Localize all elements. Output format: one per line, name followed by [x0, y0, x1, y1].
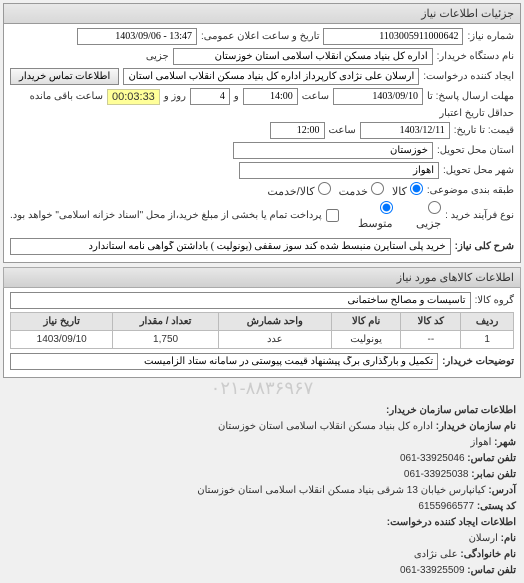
requester-input[interactable]: [123, 68, 419, 85]
day-label: روز و: [164, 91, 186, 102]
remain-days-input: [190, 88, 230, 105]
province-label: استان محل تحویل:: [437, 145, 514, 156]
deadline-send-label: مهلت ارسال پاسخ: تا: [427, 91, 514, 102]
announce-dt-label: تاریخ و ساعت اعلان عمومی:: [201, 31, 320, 42]
goods-group-label: گروه کالا:: [475, 295, 514, 306]
device-name-label: نام دستگاه خریدار:: [437, 51, 514, 62]
requester-label: ایجاد کننده درخواست:: [423, 71, 514, 82]
price-to-time-input[interactable]: [270, 122, 325, 139]
contact-org-title: اطلاعات تماس سازمان خریدار:: [386, 405, 516, 416]
request-no-input[interactable]: [323, 28, 463, 45]
need-desc-label: شرح کلی نیاز:: [455, 241, 514, 252]
table-header: ردیف: [461, 313, 514, 331]
table-row[interactable]: 1--یونولیتعدد1,7501403/09/10: [11, 331, 514, 349]
radio-kala[interactable]: کالا: [392, 182, 423, 198]
deadline-time-input[interactable]: [243, 88, 298, 105]
request-no-label: شماره نیاز:: [467, 31, 514, 42]
radio-khadamat[interactable]: خدمت: [339, 182, 384, 198]
need-desc-input[interactable]: [10, 238, 451, 255]
and-label: و: [234, 91, 239, 102]
goods-group-input[interactable]: [10, 292, 471, 309]
contact-req-title: اطلاعات ایجاد کننده درخواست:: [387, 517, 516, 528]
time-label-2: ساعت: [329, 125, 356, 136]
buytype-label: نوع فرآیند خرید :: [445, 210, 514, 221]
device-name-input[interactable]: [173, 48, 433, 65]
timer-tail: ساعت باقی مانده: [30, 91, 103, 102]
table-header: واحد شمارش: [218, 313, 331, 331]
table-header: کد کالا: [401, 313, 461, 331]
explain-input[interactable]: [10, 353, 438, 370]
watermark: ۰۲۱-۸۸۳۶۹۶۷: [0, 378, 524, 399]
goods-table: ردیفکد کالانام کالاواحد شمارشتعداد / مقد…: [10, 312, 514, 349]
city-input[interactable]: [239, 162, 439, 179]
packing-label: طبقه بندی موضوعی:: [427, 185, 514, 196]
goods-section-title: اطلاعات کالاهای مورد نیاز: [3, 267, 521, 288]
explain-label: توضیحات خریدار:: [442, 356, 514, 367]
price-to-date-input[interactable]: [360, 122, 450, 139]
radio-kalakhadamat[interactable]: کالا/خدمت: [267, 182, 330, 198]
table-header: تعداد / مقدار: [113, 313, 218, 331]
min-valid-label: حداقل تاریخ اعتبار: [439, 108, 514, 119]
province-input[interactable]: [233, 142, 433, 159]
payment-checkbox[interactable]: [326, 209, 339, 222]
city-label: شهر محل تحویل:: [443, 165, 514, 176]
price-to-label: قیمت: تا تاریخ:: [454, 125, 514, 136]
time-label-1: ساعت: [302, 91, 329, 102]
table-header: تاریخ نیاز: [11, 313, 113, 331]
contact-buyer-button[interactable]: اطلاعات تماس خریدار: [10, 68, 119, 85]
radio-jozi[interactable]: جزیی: [401, 201, 442, 230]
payment-note: پرداخت تمام یا بخشی از مبلغ خرید،از محل …: [10, 210, 322, 221]
main-header: جزئیات اطلاعات نیاز: [4, 4, 520, 24]
radio-motavaset[interactable]: متوسط: [343, 201, 393, 230]
deadline-date-input[interactable]: [333, 88, 423, 105]
table-header: نام کالا: [331, 313, 401, 331]
remain-timer: 00:03:33: [107, 89, 160, 105]
announce-dt-input[interactable]: [77, 28, 197, 45]
partial-label: جزیی: [146, 51, 169, 62]
